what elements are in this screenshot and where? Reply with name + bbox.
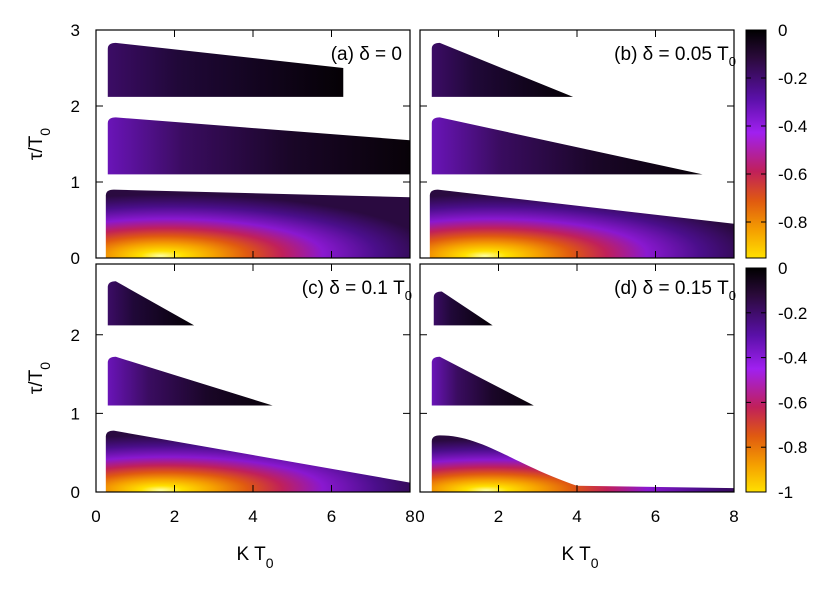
panel-0 xyxy=(105,42,411,258)
panel-label-sub: 0 xyxy=(405,288,412,303)
heat-region-1 xyxy=(107,356,273,406)
heat-region-0 xyxy=(105,189,410,258)
y-axis-title: τ/T0 xyxy=(26,362,53,394)
panel-label-2: (c) δ = 0.1 T0 xyxy=(302,278,412,303)
x-axis-title-sub: 0 xyxy=(266,555,274,571)
panel-1 xyxy=(429,42,734,258)
heat-region-1 xyxy=(431,117,703,175)
y-tick-label: 1 xyxy=(71,173,80,192)
heat-region-2 xyxy=(433,291,493,326)
colorbar-tick-label: -0.2 xyxy=(778,304,807,323)
heat-region-2 xyxy=(431,42,574,97)
x-tick-label: 0 xyxy=(415,507,424,526)
y-axis-title-main: τ/T xyxy=(26,135,47,160)
x-tick-label: 2 xyxy=(494,507,503,526)
x-axis-title-main: K T xyxy=(561,544,591,565)
heat-region-1 xyxy=(107,117,411,175)
colorbar-tick-label: -0.6 xyxy=(778,393,807,412)
x-tick-label: 4 xyxy=(572,507,581,526)
colorbar-tick-label: -0.2 xyxy=(778,69,807,88)
y-tick-label: 2 xyxy=(71,97,80,116)
colorbar-tick-label: -0.4 xyxy=(778,349,807,368)
panel-label-sub: 0 xyxy=(729,54,736,69)
colorbar-tick-label: 0 xyxy=(778,259,787,278)
y-tick-label: 0 xyxy=(71,249,80,268)
x-axis-title-main: K T xyxy=(236,544,266,565)
panel-label-1: (b) δ = 0.05 T0 xyxy=(614,44,736,69)
y-axis-title-sub: 0 xyxy=(37,362,53,370)
panel-label-0: (a) δ = 0 xyxy=(331,44,402,65)
panel-label-main: (a) δ = 0 xyxy=(331,44,402,65)
colorbar-tick-label: -0.6 xyxy=(778,165,807,184)
y-tick-label: 0 xyxy=(71,483,80,502)
colorbar-tick-label: -0.4 xyxy=(778,117,807,136)
panel-label-sub: 0 xyxy=(729,288,736,303)
colorbar-layer: 0 -0.2 -0.4 -0.6 -0.8 0 -0.2 -0.4 -0.6 -0.8 -1 xyxy=(745,21,807,502)
y-tick-label: 1 xyxy=(71,404,80,423)
colorbar-tick-label: -1 xyxy=(778,483,793,502)
x-axis-title: K T0 xyxy=(561,544,598,571)
panel-label-3: (d) δ = 0.15 T0 xyxy=(614,278,736,303)
y-axis-title-main: τ/T xyxy=(26,369,47,394)
x-tick-label: 2 xyxy=(170,507,179,526)
x-axis-title: K T0 xyxy=(236,544,273,571)
heat-region-0 xyxy=(105,430,410,492)
heat-region-0 xyxy=(431,435,734,492)
x-tick-label: 8 xyxy=(405,507,414,526)
heat-region-0 xyxy=(429,189,734,258)
colorbar-0 xyxy=(745,29,767,259)
panel-label-main: (c) δ = 0.1 T xyxy=(302,278,405,299)
colorbar-tick-label: 0 xyxy=(778,21,787,40)
x-tick-label: 4 xyxy=(248,507,257,526)
heat-region-1 xyxy=(431,356,534,406)
panel-2 xyxy=(105,281,410,492)
panel-label-main: (d) δ = 0.15 T xyxy=(614,278,729,299)
heat-region-2 xyxy=(107,42,344,97)
y-axis-title: τ/T0 xyxy=(26,128,53,160)
colorbar-1 xyxy=(745,267,767,493)
colorbar-tick-label: -0.8 xyxy=(778,438,807,457)
panels-layer xyxy=(105,42,734,492)
y-axis-title-sub: 0 xyxy=(37,128,53,136)
y-tick-label: 2 xyxy=(71,326,80,345)
y-tick-label: 3 xyxy=(71,21,80,40)
x-tick-label: 6 xyxy=(651,507,660,526)
x-axis-title-sub: 0 xyxy=(591,555,599,571)
panel-label-main: (b) δ = 0.05 T xyxy=(614,44,729,65)
panel-3 xyxy=(431,291,734,492)
colorbar-tick-label: -0.8 xyxy=(778,213,807,232)
heat-region-2 xyxy=(107,281,195,326)
x-tick-label: 0 xyxy=(91,507,100,526)
x-tick-label: 8 xyxy=(729,507,738,526)
x-tick-label: 6 xyxy=(327,507,336,526)
